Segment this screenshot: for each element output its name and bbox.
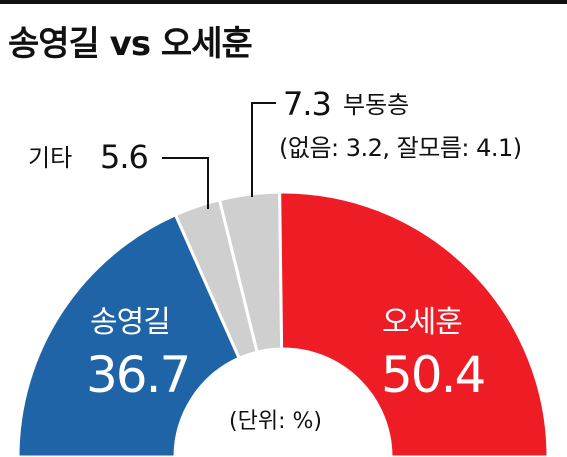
slice-song xyxy=(16,212,242,457)
leader-line-undecided xyxy=(251,102,276,197)
top-rule xyxy=(0,0,567,4)
undecided-breakdown: (없음: 3.2, 잘모름: 4.1) xyxy=(279,134,522,162)
slice-value-undecided: 7.3 xyxy=(283,85,332,123)
leader-line-others xyxy=(162,157,209,209)
chart-title: 송영길 vs 오세훈 xyxy=(8,24,253,64)
leader-lines xyxy=(162,102,276,209)
slice-label-oh: 오세훈 xyxy=(382,305,463,340)
slice-label-others: 기타 xyxy=(28,144,73,172)
slice-label-song: 송영길 xyxy=(90,305,171,340)
slice-value-song: 36.7 xyxy=(86,346,191,404)
slice-value-others: 5.6 xyxy=(100,138,149,176)
slices-group xyxy=(16,190,550,457)
slice-value-oh: 50.4 xyxy=(381,346,486,404)
slice-oh xyxy=(278,190,550,457)
unit-note: (단위: %) xyxy=(229,409,322,434)
slice-label-undecided: 부동층 xyxy=(343,91,410,119)
